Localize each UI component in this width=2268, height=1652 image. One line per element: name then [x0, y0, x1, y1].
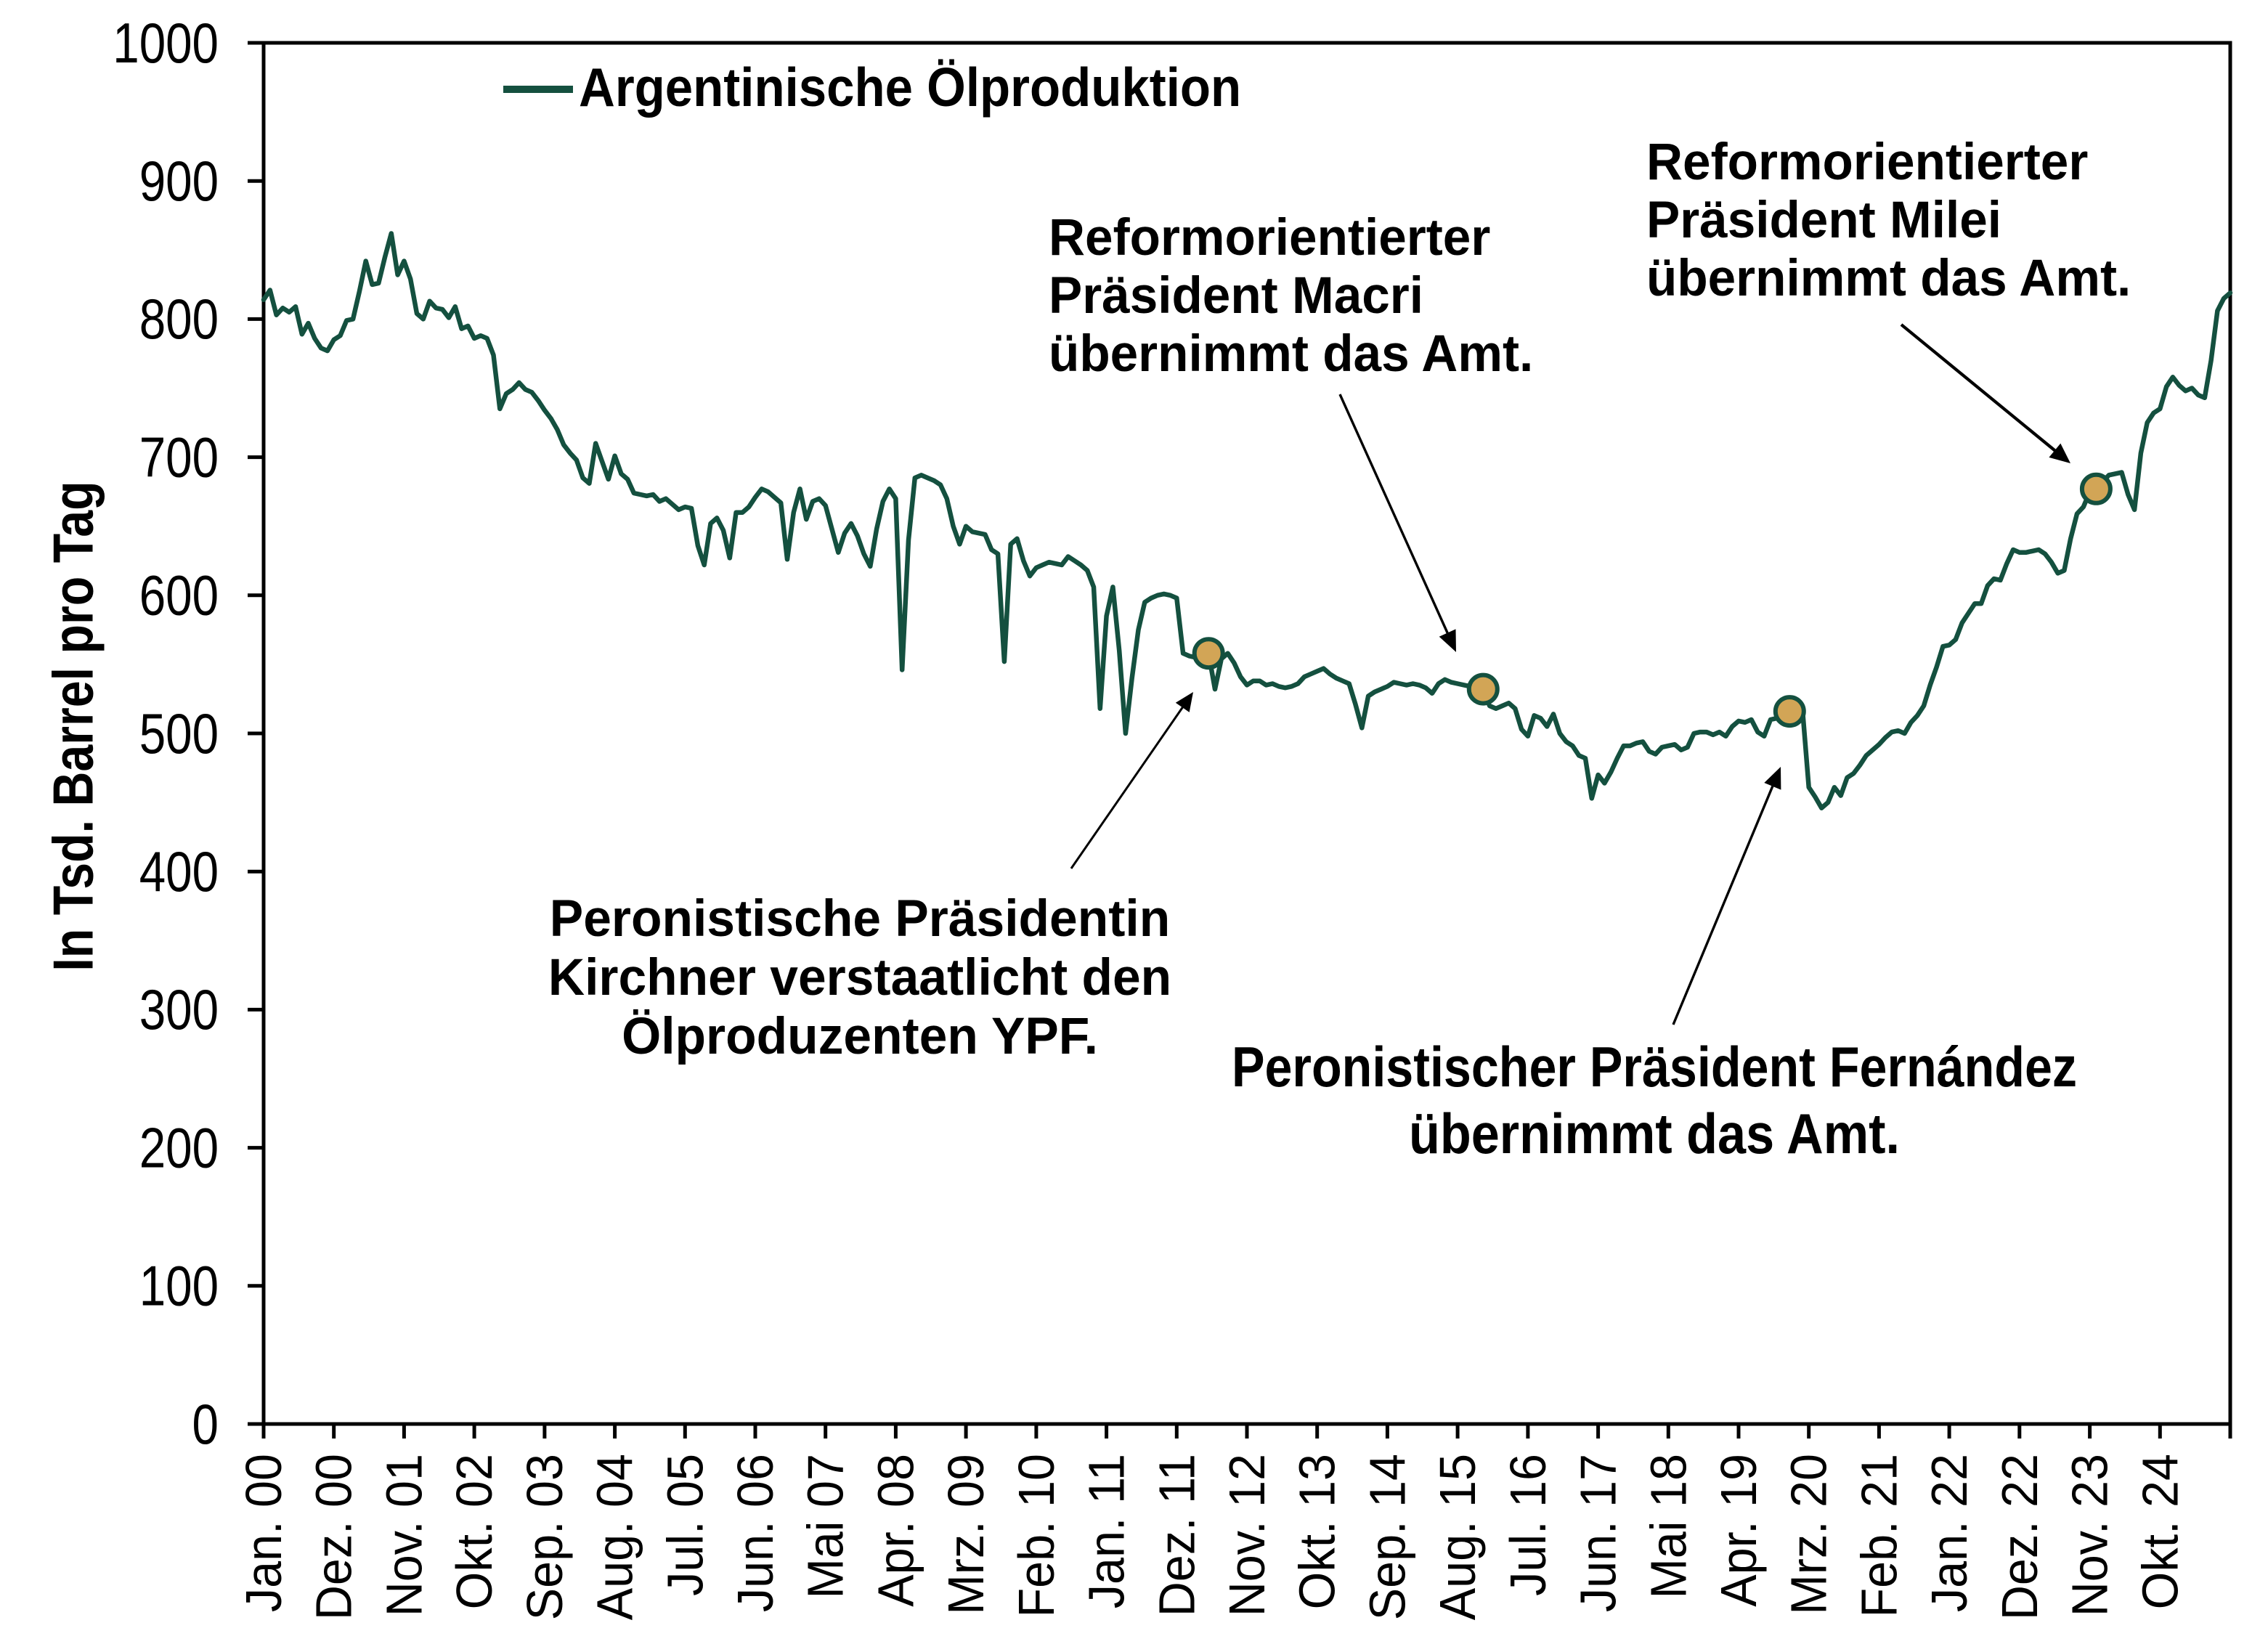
svg-text:600: 600 — [139, 564, 219, 627]
svg-text:Jun. 06: Jun. 06 — [727, 1454, 784, 1612]
svg-text:Präsident Macri: Präsident Macri — [1049, 266, 1423, 324]
svg-text:Dez. 22: Dez. 22 — [1991, 1454, 2048, 1620]
svg-text:Ölproduzenten YPF.: Ölproduzenten YPF. — [622, 1006, 1098, 1065]
svg-text:Okt. 13: Okt. 13 — [1289, 1454, 1346, 1609]
svg-text:1000: 1000 — [113, 12, 219, 75]
svg-text:200: 200 — [139, 1117, 219, 1180]
svg-text:Okt. 24: Okt. 24 — [2132, 1454, 2189, 1609]
svg-text:Reformorientierter: Reformorientierter — [1049, 208, 1490, 266]
svg-text:Okt. 02: Okt. 02 — [447, 1454, 503, 1609]
svg-text:übernimmt das Amt.: übernimmt das Amt. — [1049, 324, 1533, 382]
svg-text:übernimmt das Amt.: übernimmt das Amt. — [1409, 1102, 1900, 1165]
svg-text:Reformorientierter: Reformorientierter — [1646, 132, 2088, 190]
svg-text:Mai 18: Mai 18 — [1641, 1454, 1697, 1599]
svg-text:Peronistischer Präsident Ferná: Peronistischer Präsident Fernández — [1232, 1035, 2077, 1099]
svg-text:Kirchner verstaatlicht den: Kirchner verstaatlicht den — [548, 948, 1171, 1006]
svg-text:Nov. 23: Nov. 23 — [2062, 1454, 2118, 1616]
svg-text:Argentinische Ölproduktion: Argentinische Ölproduktion — [579, 57, 1241, 118]
svg-text:400: 400 — [139, 841, 219, 904]
svg-text:Nov. 12: Nov. 12 — [1219, 1454, 1275, 1616]
svg-text:Sep. 03: Sep. 03 — [516, 1454, 573, 1620]
svg-text:500: 500 — [139, 702, 219, 765]
svg-text:800: 800 — [139, 288, 219, 351]
svg-text:Apr. 19: Apr. 19 — [1710, 1454, 1767, 1607]
svg-text:900: 900 — [139, 150, 219, 213]
svg-text:Dez. 00: Dez. 00 — [306, 1454, 362, 1620]
svg-text:Sep. 14: Sep. 14 — [1359, 1454, 1416, 1620]
svg-text:Jul. 05: Jul. 05 — [657, 1454, 714, 1596]
svg-text:Jul. 16: Jul. 16 — [1500, 1454, 1556, 1596]
svg-text:In Tsd. Barrel pro Tag: In Tsd. Barrel pro Tag — [41, 481, 105, 971]
svg-text:100: 100 — [139, 1255, 219, 1318]
svg-text:Mrz. 20: Mrz. 20 — [1781, 1454, 1837, 1615]
svg-text:Jan. 22: Jan. 22 — [1922, 1454, 1978, 1612]
svg-text:Dez. 11: Dez. 11 — [1149, 1454, 1206, 1616]
svg-text:Nov. 01: Nov. 01 — [376, 1454, 433, 1616]
svg-text:Mai 07: Mai 07 — [797, 1454, 854, 1599]
svg-text:Mrz. 09: Mrz. 09 — [938, 1454, 995, 1615]
svg-text:0: 0 — [192, 1393, 219, 1456]
svg-text:Jan. 00: Jan. 00 — [235, 1454, 292, 1612]
svg-text:übernimmt das Amt.: übernimmt das Amt. — [1646, 248, 2131, 306]
svg-text:Präsident Milei: Präsident Milei — [1646, 190, 2001, 248]
svg-text:Apr. 08: Apr. 08 — [868, 1454, 924, 1607]
svg-text:Aug. 04: Aug. 04 — [587, 1454, 643, 1620]
svg-text:Jan. 11: Jan. 11 — [1078, 1454, 1135, 1608]
svg-text:Peronistische Präsidentin: Peronistische Präsidentin — [550, 889, 1170, 947]
svg-text:Feb. 10: Feb. 10 — [1008, 1454, 1065, 1617]
svg-text:300: 300 — [139, 979, 219, 1042]
svg-text:Jun. 17: Jun. 17 — [1570, 1454, 1627, 1612]
svg-text:Aug. 15: Aug. 15 — [1430, 1454, 1487, 1620]
svg-text:700: 700 — [139, 426, 219, 489]
svg-text:Feb. 21: Feb. 21 — [1851, 1454, 1908, 1617]
